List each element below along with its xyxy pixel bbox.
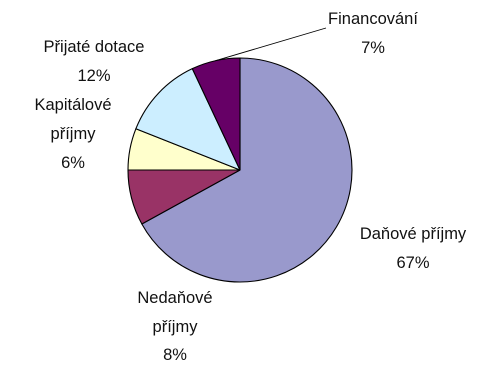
pie-slice-5 xyxy=(191,57,241,171)
slice-percent: 12% xyxy=(77,67,110,85)
slice-label-line: Daňové příjmy xyxy=(360,225,467,243)
slice-label-line: Nedaňové xyxy=(137,289,212,307)
pie-slice-1 xyxy=(141,57,353,283)
leader-lines xyxy=(215,27,327,62)
slice-label-2: Nedaňové příjmy 8% xyxy=(137,289,212,364)
slice-label-line: příjmy xyxy=(51,125,97,143)
slice-label-5: Financování 7% xyxy=(328,10,418,57)
slice-percent: 6% xyxy=(61,154,85,172)
slice-labels: Daňové příjmy 67% Nedaňové příjmy 8% Kapitálo… xyxy=(34,10,466,364)
slice-percent: 67% xyxy=(396,254,429,272)
slice-label-line: Kapitálové xyxy=(34,96,111,114)
slice-percent: 8% xyxy=(163,346,187,364)
slice-percent: 7% xyxy=(361,39,385,57)
slice-label-line: příjmy xyxy=(153,318,199,336)
pie-slice-4 xyxy=(135,68,241,171)
leader-line-5 xyxy=(215,27,327,62)
pie-slices xyxy=(127,57,353,283)
slice-label-4: Přijaté dotace 12% xyxy=(44,38,145,85)
slice-label-line: Financování xyxy=(328,10,418,28)
slice-label-1: Daňové příjmy 67% xyxy=(360,225,467,272)
slice-label-3: Kapitálové příjmy 6% xyxy=(34,96,111,172)
slice-label-line: Přijaté dotace xyxy=(44,38,145,56)
